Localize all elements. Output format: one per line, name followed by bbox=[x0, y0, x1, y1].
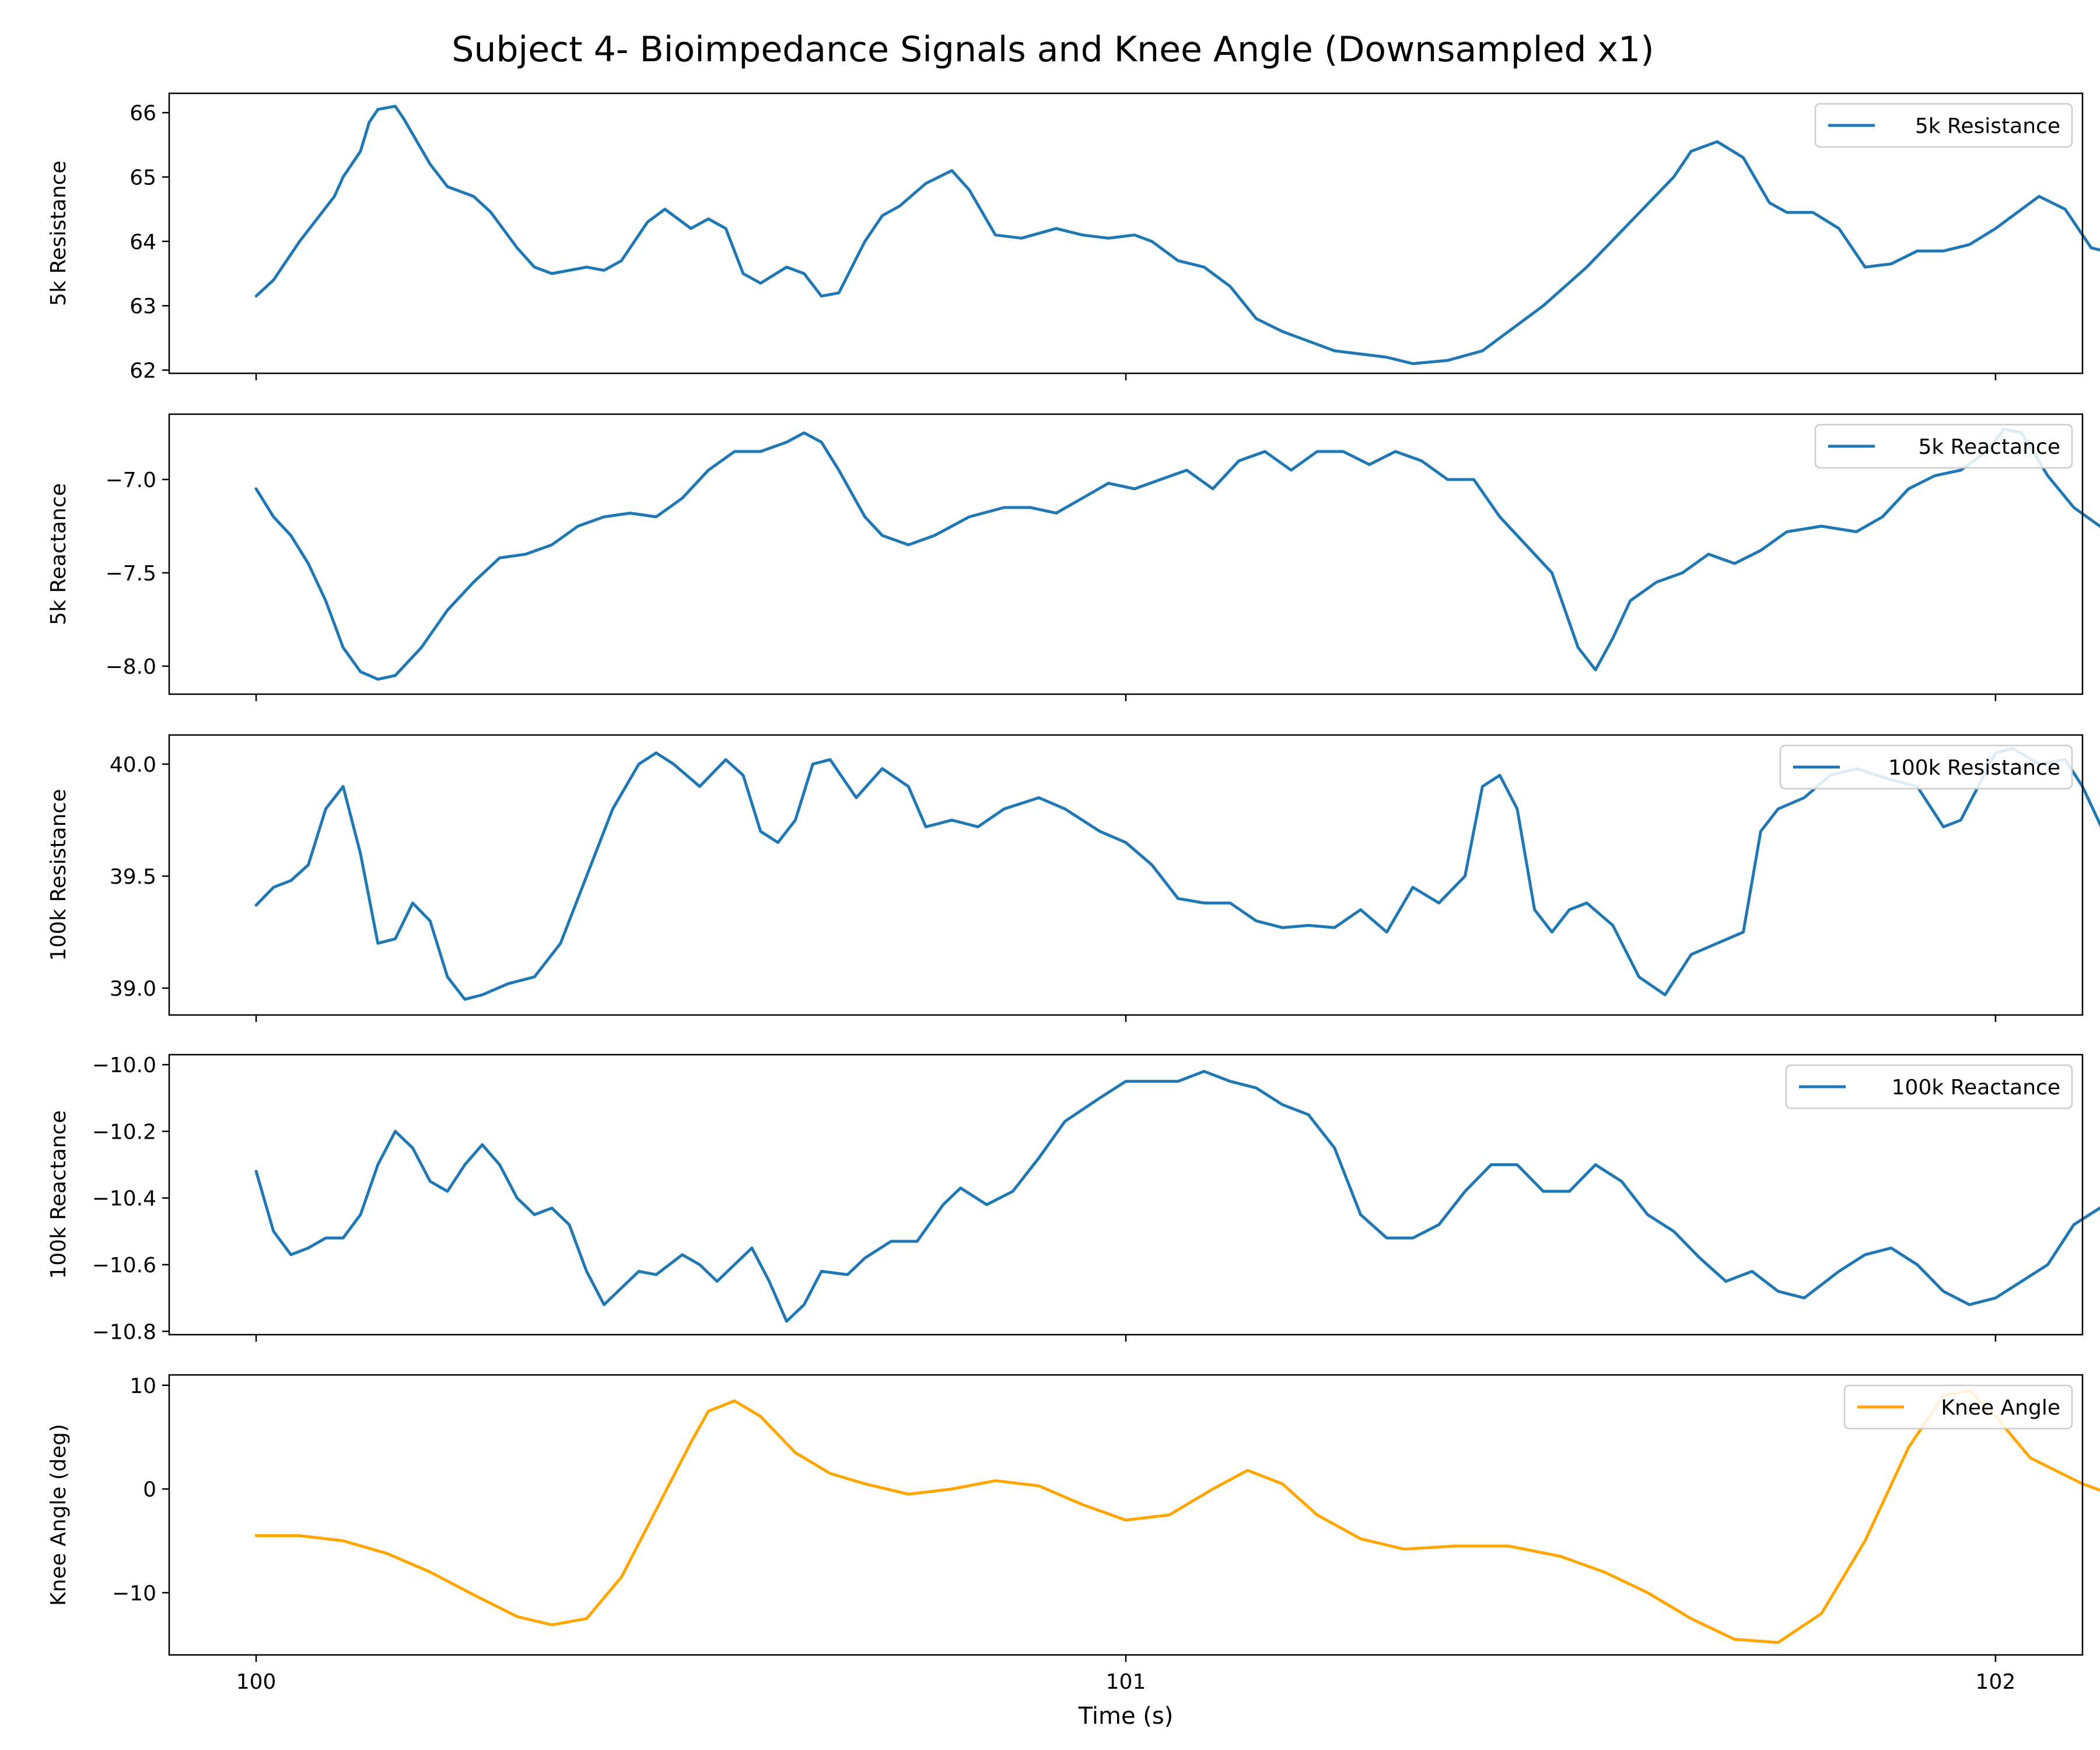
y-tick-label-100k-resistance: 40.0 bbox=[110, 753, 156, 777]
legend-box-5k-resistance bbox=[1814, 103, 2073, 148]
legend-box-5k-reactance bbox=[1814, 424, 2073, 469]
y-tick-label-5k-reactance: −8.0 bbox=[106, 655, 156, 679]
panel-100k-reactance: −10.8 −10.6 −10.4 −10.2 −10.0 100k Reactance 1… bbox=[47, 1054, 2100, 1344]
figure-title: Subject 4- Bioimpedance Signals and Knee… bbox=[452, 29, 1654, 70]
y-axis-label-100k-reactance: 100k Reactance bbox=[47, 1110, 71, 1279]
y-tick-label-5k-resistance: 65 bbox=[130, 166, 156, 190]
x-tick-label: 102 bbox=[1976, 1670, 2016, 1694]
y-tick-label-5k-resistance: 63 bbox=[130, 295, 156, 318]
y-axis-label-5k-reactance: 5k Reactance bbox=[47, 483, 71, 625]
y-tick-label-100k-resistance: 39.5 bbox=[110, 865, 156, 889]
panel-5k-resistance: 62 63 64 65 66 5k Resistance 5k Resistance bbox=[47, 92, 2100, 383]
y-tick-label-100k-reactance: −10.6 bbox=[92, 1254, 156, 1278]
legend-label-100k-reactance: 100k Reactance bbox=[1892, 1076, 2060, 1100]
y-axis-label-100k-resistance: 100k Resistance bbox=[47, 789, 71, 961]
series-line-100k-resistance bbox=[254, 747, 2100, 1001]
y-axis-label-knee-angle: Knee Angle (deg) bbox=[47, 1424, 71, 1606]
legend-knee-angle: Knee Angle bbox=[1843, 1384, 2073, 1430]
subplot-panels: 62 63 64 65 66 5k Resistance 5k Resistance −8.0… bbox=[47, 92, 2100, 1694]
y-tick-label-5k-resistance: 64 bbox=[130, 230, 156, 254]
y-tick-label-knee-angle: 10 bbox=[130, 1374, 156, 1398]
panel-5k-reactance: −8.0 −7.5 −7.0 5k Reactance 5k Reactance bbox=[47, 413, 2100, 701]
legend-box-100k-resistance bbox=[1779, 744, 2073, 790]
legend-100k-reactance: 100k Reactance bbox=[1785, 1064, 2073, 1110]
legend-5k-reactance: 5k Reactance bbox=[1814, 424, 2073, 469]
panel-knee-angle: −10 0 10 100 101 102 Knee Angle (deg) Knee Angl… bbox=[47, 1374, 2100, 1694]
y-tick-label-knee-angle: 0 bbox=[143, 1478, 156, 1502]
legend-label-100k-resistance: 100k Resistance bbox=[1888, 756, 2060, 780]
y-tick-label-100k-reactance: −10.0 bbox=[92, 1054, 156, 1077]
x-tick-label: 101 bbox=[1106, 1670, 1146, 1694]
legend-label-knee-angle: Knee Angle bbox=[1941, 1396, 2060, 1420]
x-tick-label: 100 bbox=[236, 1670, 276, 1694]
y-tick-label-100k-reactance: −10.2 bbox=[92, 1120, 156, 1144]
y-tick-label-5k-reactance: −7.5 bbox=[106, 562, 156, 586]
legend-box-knee-angle bbox=[1843, 1384, 2073, 1430]
legend-box-100k-reactance bbox=[1785, 1064, 2073, 1110]
panel-100k-resistance: 39.0 39.5 40.0 100k Resistance 100k Resistan… bbox=[47, 734, 2100, 1022]
series-line-100k-reactance bbox=[254, 1070, 2100, 1323]
legend-label-5k-reactance: 5k Reactance bbox=[1918, 435, 2060, 459]
y-tick-label-100k-resistance: 39.0 bbox=[110, 977, 156, 1001]
legend-100k-resistance: 100k Resistance bbox=[1779, 744, 2073, 790]
y-axis-label-5k-resistance: 5k Resistance bbox=[47, 160, 71, 306]
y-tick-label-5k-resistance: 62 bbox=[130, 359, 156, 383]
y-tick-label-100k-reactance: −10.8 bbox=[92, 1320, 156, 1344]
x-axis-label: Time (s) bbox=[1078, 1703, 1174, 1730]
y-tick-label-knee-angle: −10 bbox=[112, 1581, 156, 1605]
y-tick-label-100k-reactance: −10.4 bbox=[92, 1187, 156, 1211]
y-tick-label-5k-resistance: 66 bbox=[130, 102, 156, 125]
legend-5k-resistance: 5k Resistance bbox=[1814, 103, 2073, 148]
y-tick-label-5k-reactance: −7.0 bbox=[106, 468, 156, 492]
series-line-5k-resistance bbox=[254, 104, 2100, 365]
legend-label-5k-resistance: 5k Resistance bbox=[1915, 114, 2060, 138]
